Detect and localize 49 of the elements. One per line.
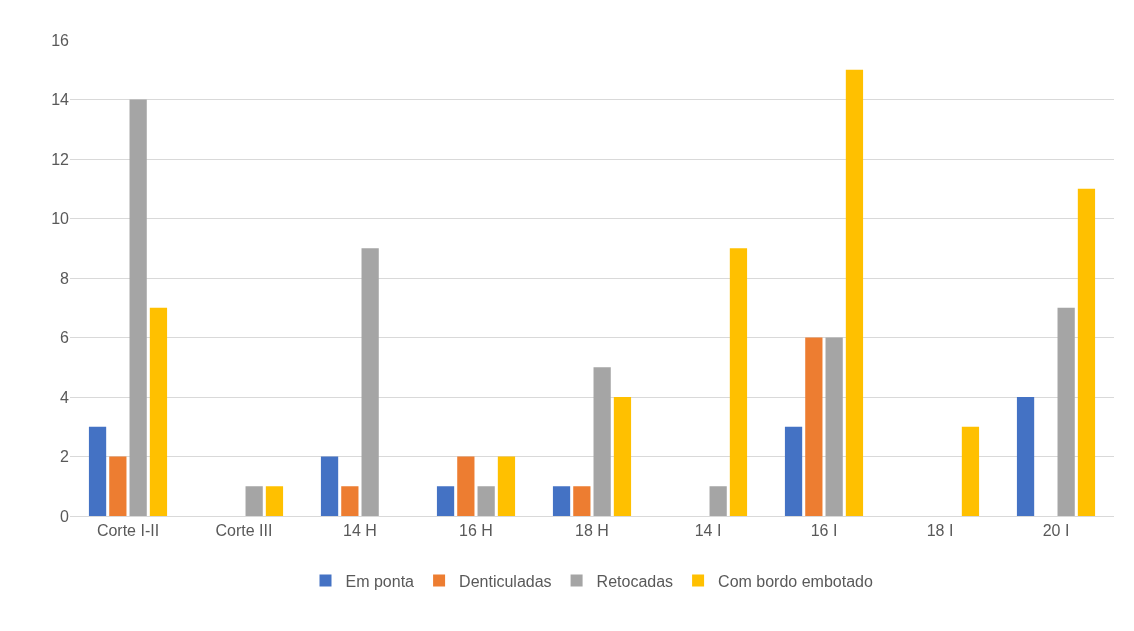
x-tick-label: 20 I bbox=[1042, 522, 1070, 540]
bar bbox=[845, 69, 864, 516]
bar bbox=[497, 456, 516, 516]
bar bbox=[709, 486, 727, 516]
y-tick-label: 10 bbox=[51, 210, 70, 228]
bar bbox=[245, 486, 263, 516]
bar bbox=[729, 248, 748, 516]
y-tick-label: 0 bbox=[60, 507, 70, 525]
bar bbox=[784, 426, 803, 516]
bar bbox=[436, 486, 455, 516]
bar bbox=[109, 456, 127, 516]
legend-label: Com bordo embotado bbox=[718, 572, 873, 590]
bar bbox=[265, 486, 284, 516]
x-tick-label: Corte I-II bbox=[96, 522, 160, 540]
y-tick-label: 4 bbox=[60, 388, 70, 406]
legend-label: Denticuladas bbox=[459, 572, 552, 590]
bar bbox=[1016, 397, 1035, 516]
bar bbox=[573, 486, 591, 516]
y-tick-label: 8 bbox=[60, 269, 70, 287]
x-tick-label: 14 I bbox=[694, 522, 722, 540]
y-tick-label: 6 bbox=[60, 329, 70, 347]
y-tick-label: 2 bbox=[60, 448, 70, 466]
y-tick-label: 14 bbox=[51, 91, 70, 109]
bar bbox=[149, 307, 168, 516]
bar bbox=[361, 248, 379, 516]
bar bbox=[552, 486, 571, 516]
bar bbox=[457, 456, 475, 516]
x-tick-label: 18 H bbox=[575, 522, 609, 540]
bar bbox=[805, 337, 823, 516]
x-tick-label: Corte III bbox=[215, 522, 273, 540]
bar bbox=[1077, 188, 1096, 516]
legend-label: Em ponta bbox=[345, 572, 415, 590]
bar bbox=[129, 99, 147, 516]
x-tick-label: 18 I bbox=[926, 522, 954, 540]
bar bbox=[320, 456, 339, 516]
bar bbox=[341, 486, 359, 516]
bar bbox=[961, 426, 980, 516]
legend-label: Retocadas bbox=[596, 572, 674, 590]
x-tick-label: 16 I bbox=[810, 522, 838, 540]
bar bbox=[593, 367, 611, 516]
bar bbox=[1057, 307, 1075, 516]
y-tick-label: 16 bbox=[51, 31, 70, 49]
x-tick-label: 16 H bbox=[459, 522, 493, 540]
y-tick-label: 12 bbox=[51, 150, 70, 168]
bar bbox=[825, 337, 843, 516]
bar bbox=[613, 397, 632, 516]
bar bbox=[88, 426, 107, 516]
bar bbox=[477, 486, 495, 516]
x-tick-label: 14 H bbox=[343, 522, 377, 540]
